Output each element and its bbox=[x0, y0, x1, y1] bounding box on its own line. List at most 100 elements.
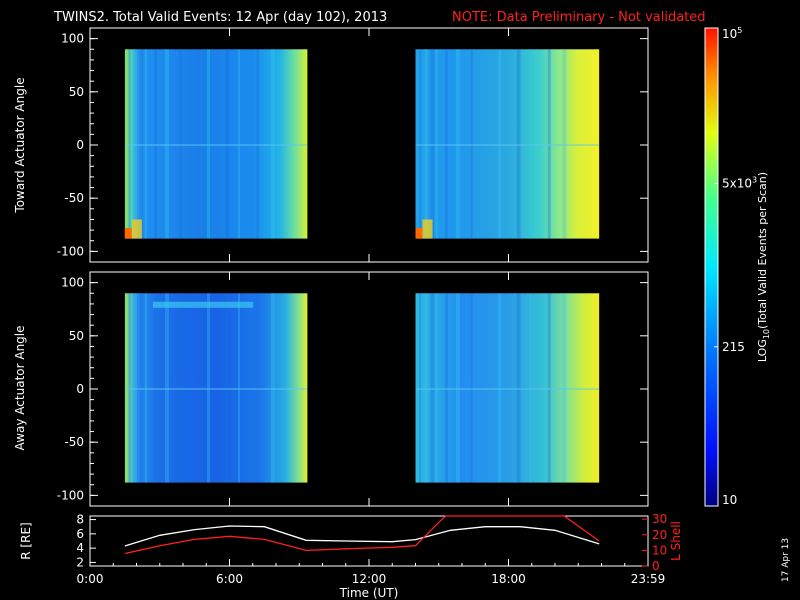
figure-title: TWINS2. Total Valid Events: 12 Apr (day … bbox=[53, 10, 387, 25]
panel-away-yaxis: 100 50 0 -50 -100 bbox=[57, 272, 649, 506]
heatmap-streak bbox=[419, 293, 422, 483]
heatmap-segment bbox=[415, 293, 600, 483]
panel-away-ylabel: Away Actuator Angle bbox=[13, 325, 27, 450]
heatmap-streak bbox=[238, 293, 241, 483]
heatmap-streak bbox=[444, 49, 448, 239]
heatmap-streak bbox=[547, 293, 551, 483]
orbit-ytick-right-label: 20 bbox=[652, 528, 667, 542]
heatmap-streak bbox=[424, 49, 428, 239]
colorbar-tick-label: 10 bbox=[722, 493, 737, 507]
date-stamp: 17 Apr 13 bbox=[781, 538, 791, 582]
orbit-ytick-label: 2 bbox=[76, 555, 84, 569]
panel-toward-yaxis: 100 50 0 -50 -100 bbox=[57, 28, 649, 262]
preliminary-note: NOTE: Data Preliminary - Not validated bbox=[452, 10, 706, 25]
ytick-label: -100 bbox=[57, 244, 84, 258]
ytick-label: -50 bbox=[64, 435, 84, 449]
heatmap-streak bbox=[128, 49, 131, 239]
heatmap-streak bbox=[154, 293, 158, 483]
heatmap-segment bbox=[124, 49, 308, 239]
heatmap-streak bbox=[562, 293, 567, 483]
heatmap-streak bbox=[139, 293, 144, 483]
heatmap-streak bbox=[165, 293, 170, 483]
heatmap-streak bbox=[165, 49, 170, 239]
heatmap-streak bbox=[270, 293, 275, 483]
ytick-label: 50 bbox=[69, 329, 84, 343]
orbit-xtick-label: 6:00 bbox=[216, 572, 243, 586]
orbit-xtick-label: 0:00 bbox=[77, 572, 104, 586]
panel-away-heatmap bbox=[124, 293, 600, 483]
heatmap-streak bbox=[134, 49, 138, 239]
heatmap-streak bbox=[435, 49, 438, 239]
heatmap-streak bbox=[179, 49, 182, 239]
ytick-label: 50 bbox=[69, 85, 84, 99]
heatmap-hotspot bbox=[124, 227, 132, 239]
colorbar-label: LOG10(Total Valid Events per Scan) bbox=[756, 172, 771, 362]
heatmap-streak bbox=[529, 49, 532, 239]
orbit-xtick-label: 23:59 bbox=[631, 572, 666, 586]
orbit-ylabel-left-text: R [RE] bbox=[19, 522, 33, 559]
colorbar-tick-exp: 3 bbox=[752, 175, 757, 184]
heatmap-streak bbox=[256, 49, 260, 239]
ytick-label: 100 bbox=[61, 32, 84, 46]
heatmap-streak bbox=[154, 49, 158, 239]
heatmap-streak bbox=[144, 49, 147, 239]
orbit-ytick-label: 4 bbox=[76, 541, 84, 555]
ytick-label: 100 bbox=[61, 276, 84, 290]
heatmap-streak bbox=[430, 293, 435, 483]
heatmap-zero-band bbox=[124, 144, 308, 146]
heatmap-streak bbox=[470, 49, 473, 239]
heatmap-segment bbox=[124, 293, 308, 483]
ytick-label: -50 bbox=[64, 191, 84, 205]
orbit-ytick-label: 6 bbox=[76, 527, 84, 541]
orbit-ylabel-right: L Shell bbox=[669, 521, 683, 561]
heatmap-hotspot bbox=[415, 227, 423, 239]
orbit-ylabel-left: R [RE] bbox=[19, 522, 33, 559]
panel-orbit-xaxis: 0:00 6:00 12:00 18:00 23:59 bbox=[77, 559, 666, 586]
heatmap-streak bbox=[444, 293, 448, 483]
heatmap-hotspot bbox=[422, 219, 433, 239]
heatmap-streak bbox=[238, 49, 241, 239]
colorbar-tick-label: 215 bbox=[722, 340, 745, 354]
heatmap-segment bbox=[415, 49, 600, 239]
colorbar-tick-exp: 5 bbox=[737, 26, 742, 35]
heatmap-streak bbox=[435, 293, 438, 483]
colorbar-label-sub: 10 bbox=[762, 329, 771, 339]
orbit-xtick-label: 18:00 bbox=[491, 572, 526, 586]
heatmap-streak bbox=[562, 49, 567, 239]
colorbar-ticks: 10 215 5x103 105 bbox=[714, 26, 757, 507]
orbit-ytick-right-label: 0 bbox=[652, 559, 660, 573]
heatmap-streak bbox=[498, 49, 502, 239]
heatmap-streak bbox=[424, 293, 428, 483]
orbit-ytick-right-label: 30 bbox=[652, 512, 667, 526]
ytick-label: 0 bbox=[76, 138, 84, 152]
orbit-ytick-label: 8 bbox=[76, 513, 84, 527]
heatmap-streak bbox=[498, 293, 502, 483]
heatmap-streak bbox=[207, 293, 211, 483]
heatmap-zero-band bbox=[415, 388, 600, 390]
heatmap-band bbox=[152, 301, 254, 308]
heatmap-streak bbox=[419, 49, 422, 239]
heatmap-streak bbox=[179, 293, 182, 483]
heatmap-streak bbox=[529, 293, 532, 483]
heatmap-streak bbox=[516, 49, 521, 239]
heatmap-streak bbox=[225, 293, 230, 483]
heatmap-streak bbox=[455, 49, 460, 239]
heatmap-zero-band bbox=[124, 388, 308, 390]
lshell-line bbox=[124, 515, 600, 555]
heatmap-streak bbox=[256, 293, 260, 483]
heatmap-streak bbox=[207, 49, 211, 239]
colorbar-label-rest: (Total Valid Events per Scan) bbox=[756, 172, 769, 329]
heatmap-streak bbox=[470, 293, 473, 483]
heatmap-streak bbox=[225, 49, 230, 239]
heatmap-streak bbox=[144, 293, 147, 483]
colorbar-tick-label: 105 bbox=[722, 26, 742, 41]
colorbar-tick-label: 5x103 bbox=[722, 175, 757, 190]
heatmap-streak bbox=[134, 293, 138, 483]
panel-toward: 100 50 0 -50 -100 Toward Actuator Angle bbox=[13, 27, 649, 263]
heatmap-streak bbox=[430, 49, 435, 239]
